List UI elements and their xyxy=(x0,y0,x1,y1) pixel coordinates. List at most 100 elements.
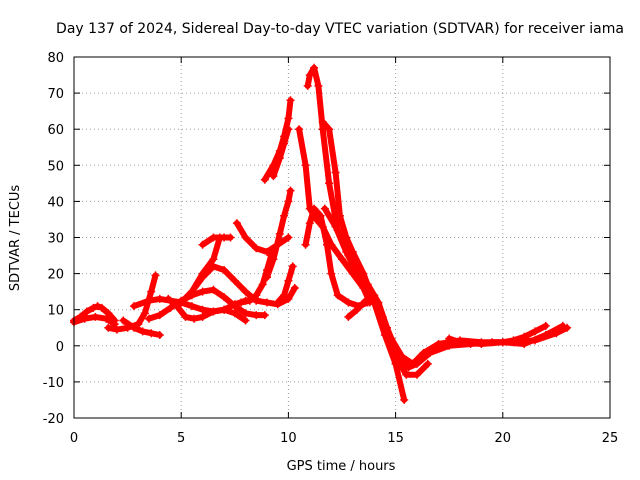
data-point xyxy=(344,298,353,307)
data-point xyxy=(155,294,164,303)
y-tick-label: 10 xyxy=(47,304,64,319)
y-tick-label: 20 xyxy=(47,268,64,283)
data-point xyxy=(226,233,235,242)
data-point xyxy=(434,340,443,348)
series-arc-21 xyxy=(321,205,431,378)
data-point xyxy=(230,309,239,318)
data-point xyxy=(301,161,310,170)
data-point xyxy=(198,305,207,314)
data-point xyxy=(310,204,319,213)
data-point xyxy=(327,269,336,278)
data-point xyxy=(413,370,421,379)
data-point xyxy=(284,233,293,242)
data-point xyxy=(280,211,289,220)
data-point xyxy=(232,219,241,228)
data-point xyxy=(80,314,89,323)
data-point xyxy=(280,291,289,300)
data-point xyxy=(237,298,246,307)
data-point xyxy=(445,334,454,343)
data-point xyxy=(305,71,314,80)
data-point xyxy=(181,312,190,321)
data-point xyxy=(230,302,239,311)
data-point xyxy=(209,233,218,242)
data-point xyxy=(290,284,299,292)
data-point xyxy=(541,331,550,339)
data-point xyxy=(230,276,239,285)
x-tick-label: 5 xyxy=(177,431,185,446)
series-layer xyxy=(70,63,572,404)
data-point xyxy=(82,307,91,316)
x-tick-label: 25 xyxy=(602,431,619,446)
data-point xyxy=(209,285,218,294)
data-point xyxy=(104,309,113,318)
data-point xyxy=(284,294,293,303)
data-point xyxy=(252,311,261,320)
data-point xyxy=(187,287,196,296)
data-point xyxy=(269,172,278,181)
data-point xyxy=(198,287,207,296)
data-point xyxy=(263,247,271,256)
data-point xyxy=(400,395,409,404)
series-arc-20 xyxy=(319,119,408,403)
series-arc-24 xyxy=(366,288,425,367)
series-arc-15 xyxy=(270,126,292,180)
y-tick-label: 40 xyxy=(47,195,64,210)
series-arc-1 xyxy=(71,303,118,324)
x-tick-label: 0 xyxy=(70,431,78,446)
data-point xyxy=(286,96,295,105)
data-point xyxy=(260,175,269,184)
data-point xyxy=(102,314,111,323)
y-tick-label: -10 xyxy=(43,376,64,391)
data-point xyxy=(558,321,567,330)
data-point xyxy=(286,186,295,195)
data-point xyxy=(112,325,121,334)
data-point xyxy=(273,298,282,307)
data-point xyxy=(395,352,404,361)
data-point xyxy=(303,81,312,90)
data-point xyxy=(325,179,334,188)
data-point xyxy=(275,154,284,163)
data-point xyxy=(145,314,153,323)
data-point xyxy=(209,307,218,316)
data-point xyxy=(140,309,149,318)
data-point xyxy=(417,352,426,361)
data-point xyxy=(190,314,199,323)
data-point xyxy=(314,81,323,90)
data-point xyxy=(520,332,529,341)
y-tick-label: 30 xyxy=(47,232,64,247)
data-point xyxy=(220,293,229,302)
x-axis-label: GPS time / hours xyxy=(287,459,396,474)
data-point xyxy=(147,287,156,296)
data-point xyxy=(241,233,250,242)
data-point xyxy=(284,114,293,123)
y-tick-label: 70 xyxy=(47,87,64,102)
data-point xyxy=(353,305,361,314)
data-point xyxy=(402,370,411,379)
data-point xyxy=(89,303,98,312)
data-point xyxy=(245,296,254,305)
data-point xyxy=(353,269,361,278)
data-point xyxy=(342,233,351,242)
data-point xyxy=(252,291,261,300)
data-point xyxy=(269,255,278,264)
data-point xyxy=(187,302,196,311)
data-point xyxy=(333,291,342,300)
data-point xyxy=(325,125,334,134)
data-point xyxy=(164,294,173,303)
data-point xyxy=(455,338,464,347)
data-point xyxy=(198,240,207,249)
data-point xyxy=(260,311,269,320)
data-point xyxy=(198,273,207,282)
data-point xyxy=(130,323,138,332)
data-point xyxy=(209,262,218,271)
data-point xyxy=(301,240,310,249)
data-point xyxy=(172,302,181,311)
data-point xyxy=(91,312,100,321)
x-tick-label: 15 xyxy=(387,431,404,446)
series-arc-23 xyxy=(375,306,566,367)
data-point xyxy=(365,287,374,296)
x-tick-label: 20 xyxy=(495,431,512,446)
data-point xyxy=(295,125,304,134)
chart-title: Day 137 of 2024, Sidereal Day-to-day VTE… xyxy=(56,21,624,37)
data-point xyxy=(310,63,319,72)
